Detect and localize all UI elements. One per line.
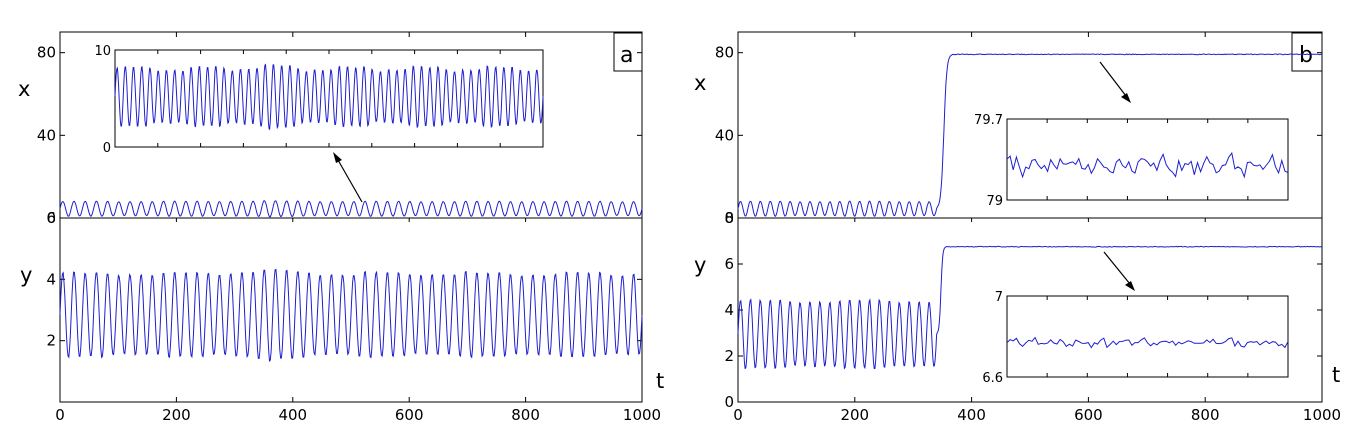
a-xtick-label-2: 400 (278, 406, 307, 424)
a-xtick-label-5: 1000 (623, 406, 661, 424)
b-xtick-label-1: 200 (840, 406, 869, 424)
panel-a-letter: a (620, 43, 633, 68)
b-xtick-label-5: 1000 (1303, 406, 1341, 424)
a-inset-ytick-label-1: 10 (94, 44, 111, 59)
a-xtick-label-3: 600 (395, 406, 424, 424)
b-bottom-inset-ytick-label-1: 7 (995, 290, 1003, 305)
a-inset-ytick-label-0: 0 (103, 141, 111, 156)
panel-a-arrow (337, 159, 363, 203)
panel-b-bottom-ylabel: y (694, 253, 706, 277)
panel-b-letter: b (1299, 43, 1313, 68)
b-xtick-label-4: 800 (1191, 406, 1220, 424)
b-bottom-ytick-label-0: 0 (724, 393, 734, 411)
panel-a-arrowhead (333, 152, 342, 163)
b-top-inset-ytick-label-1: 79.7 (974, 113, 1003, 128)
a-xtick-label-1: 200 (162, 406, 191, 424)
b-xtick-label-2: 400 (957, 406, 986, 424)
panel-b-xlabel: t (1332, 363, 1340, 387)
panel-b-bottom-arrow (1103, 251, 1131, 285)
a-top-ytick-label-1: 40 (37, 126, 56, 144)
panel-b-x-series (737, 53, 1323, 217)
b-bottom-ytick-label-3: 6 (724, 255, 734, 273)
panel-b-y-series (737, 245, 1323, 370)
panel-b-top-ylabel: x (694, 71, 706, 95)
b-xtick-label-0: 0 (733, 406, 743, 424)
panel-b: x y t b 0 40 80 0 2 4 6 8 0 200 400 600 800 1000 79… (694, 31, 1341, 424)
panel-b-bottom-inset-frame (1006, 295, 1289, 378)
panel-a: x y t a 0 40 80 2 4 6 0 200 400 600 800 1000 0 10 (18, 31, 664, 424)
panel-b-top-arrow (1099, 61, 1127, 97)
b-top-inset-ytick-label-0: 79 (986, 194, 1003, 209)
panel-b-letter-box (1291, 32, 1323, 72)
panel-a-y-series (59, 268, 643, 363)
panel-a-letter-box (613, 32, 643, 72)
panel-b-top-arrowhead (1121, 93, 1131, 103)
a-bottom-ytick-label-2: 6 (46, 209, 56, 227)
b-bottom-ytick-label-2: 4 (724, 301, 734, 319)
b-top-ytick-label-1: 40 (715, 126, 734, 144)
b-top-ytick-label-2: 80 (715, 44, 734, 62)
a-bottom-ytick-label-0: 2 (46, 332, 56, 350)
b-xtick-label-3: 600 (1074, 406, 1103, 424)
a-top-ytick-label-2: 80 (37, 44, 56, 62)
panel-b-top-inset-frame (1006, 118, 1289, 201)
panel-b-bottom-arrowhead (1125, 281, 1135, 291)
panel-a-x-series (59, 200, 643, 218)
b-bottom-ytick-label-1: 2 (724, 347, 734, 365)
b-top-ytick-label-0: 0 (724, 209, 734, 227)
panel-a-xlabel: t (656, 369, 664, 393)
a-xtick-label-0: 0 (55, 406, 65, 424)
a-bottom-ytick-label-1: 4 (46, 270, 56, 288)
panel-a-top-ylabel: x (18, 77, 30, 101)
panel-b-bottom-inset-series (1006, 336, 1289, 349)
b-bottom-inset-ytick-label-0: 6.6 (982, 371, 1003, 386)
panel-b-top-inset-series (1006, 151, 1289, 179)
a-top-ytick-label-0: 0 (46, 209, 56, 227)
b-bottom-ytick-label-4: 8 (724, 209, 734, 227)
panel-a-inset-series (114, 63, 544, 131)
panel-a-bottom-ylabel: y (20, 263, 32, 287)
a-xtick-label-4: 800 (511, 406, 540, 424)
